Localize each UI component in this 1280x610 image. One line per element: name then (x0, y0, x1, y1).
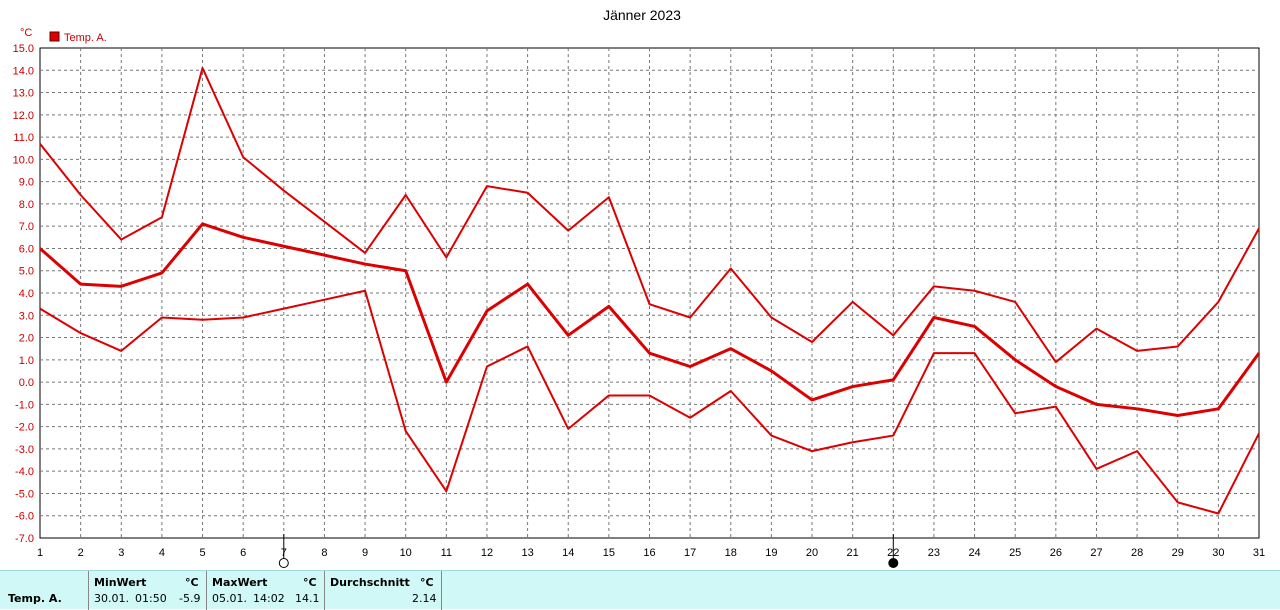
y-tick-label: 11.0 (13, 132, 34, 144)
y-tick-label: -2.0 (15, 422, 34, 434)
x-tick-label: 2 (78, 547, 84, 559)
x-tick-label: 17 (684, 547, 696, 559)
x-tick-label: 26 (1050, 547, 1062, 559)
y-tick-label: -6.0 (15, 511, 34, 523)
x-tick-label: 13 (521, 547, 533, 559)
min-date: 30.01. (94, 592, 129, 605)
min-time: 01:50 (135, 592, 167, 605)
x-tick-label: 15 (603, 547, 615, 559)
footer-series-label: Temp. A. (8, 592, 62, 605)
series-line-mean (39, 222, 1261, 417)
grid-lines (40, 48, 1259, 538)
x-tick-label: 5 (199, 547, 205, 559)
y-tick-label: 14.0 (13, 65, 34, 77)
moon-phase-markers (278, 534, 899, 568)
x-tick-label: 18 (725, 547, 737, 559)
y-tick-label: -1.0 (15, 399, 34, 411)
legend-swatch (49, 31, 60, 42)
chart-title: Jänner 2023 (603, 7, 681, 23)
y-tick-label: 4.0 (19, 288, 34, 300)
x-tick-label: 27 (1090, 547, 1102, 559)
y-tick-label: 10.0 (13, 154, 34, 166)
avg-header: Durchschnitt (330, 576, 410, 589)
y-tick-label: -5.0 (15, 488, 34, 500)
max-value: 14.1 (295, 592, 320, 605)
y-tick-label: 13.0 (13, 88, 34, 100)
footer-series-cell: Temp. A. (0, 571, 89, 610)
x-tick-label: 16 (643, 547, 655, 559)
x-tick-label: 20 (806, 547, 818, 559)
x-tick-label: 21 (847, 547, 859, 559)
x-tick-label: 19 (765, 547, 777, 559)
y-tick-label: 2.0 (19, 333, 34, 345)
x-tick-label: 8 (321, 547, 327, 559)
x-tick-label: 12 (481, 547, 493, 559)
y-axis-unit-label: °C (20, 27, 32, 39)
y-tick-label: -7.0 (15, 533, 34, 545)
y-tick-label: 6.0 (19, 243, 34, 255)
x-tick-label: 31 (1253, 547, 1265, 559)
max-date: 05.01. (212, 592, 247, 605)
x-tick-label: 28 (1131, 547, 1143, 559)
x-tick-label: 25 (1009, 547, 1021, 559)
x-tick-label: 14 (562, 547, 574, 559)
max-unit: °C (303, 576, 317, 589)
legend-label: Temp. A. (64, 32, 107, 44)
series-lines (39, 67, 1261, 515)
avg-value: 2.14 (412, 592, 437, 605)
x-tick-label: 1 (37, 547, 43, 559)
series-line-max (39, 67, 1260, 364)
x-tick-label: 29 (1172, 547, 1184, 559)
y-tick-label: 9.0 (19, 177, 34, 189)
y-tick-label: 7.0 (19, 221, 34, 233)
x-axis-tick-labels: 1234567891011121314151617181920212223242… (37, 547, 1265, 559)
temperature-chart: Jänner 2023 °C Temp. A. 15.014.013.012.0… (13, 7, 1265, 568)
x-tick-label: 9 (362, 547, 368, 559)
footer-min-cell: MinWert °C 30.01. 01:50 -5.9 (89, 571, 207, 610)
y-tick-label: 15.0 (13, 43, 34, 55)
x-tick-label: 11 (441, 547, 452, 559)
y-tick-label: 3.0 (19, 310, 34, 322)
statistics-footer: Temp. A. MinWert °C 30.01. 01:50 -5.9 Ma… (0, 570, 1280, 610)
avg-unit: °C (420, 576, 434, 589)
min-value: -5.9 (179, 592, 201, 605)
y-tick-label: 5.0 (19, 266, 34, 278)
min-header: MinWert (94, 576, 147, 589)
footer-max-cell: MaxWert °C 05.01. 14:02 14.1 (207, 571, 325, 610)
max-time: 14:02 (253, 592, 285, 605)
new-moon-icon (888, 558, 899, 568)
x-tick-label: 10 (400, 547, 412, 559)
x-tick-label: 4 (159, 547, 165, 559)
max-header: MaxWert (212, 576, 268, 589)
x-tick-label: 24 (968, 547, 980, 559)
min-unit: °C (185, 576, 199, 589)
y-tick-label: 0.0 (19, 377, 34, 389)
y-axis-tick-labels: 15.0 14.0 13.0 12.0 11.0 10.0 9.0 8.0 7.0 6.0 5.0 4… (13, 43, 34, 545)
x-tick-label: 23 (928, 547, 940, 559)
y-tick-label: 8.0 (19, 199, 34, 211)
y-tick-label: -4.0 (15, 466, 34, 478)
x-tick-label: 3 (118, 547, 124, 559)
y-tick-label: -3.0 (15, 444, 34, 456)
y-tick-label: 1.0 (19, 355, 34, 367)
x-tick-label: 6 (240, 547, 246, 559)
first-quarter-moon-icon (278, 558, 289, 568)
footer-avg-cell: Durchschnitt °C 2.14 (325, 571, 442, 610)
x-tick-label: 30 (1212, 547, 1224, 559)
series-line-min (39, 289, 1260, 515)
y-tick-label: 12.0 (13, 110, 34, 122)
